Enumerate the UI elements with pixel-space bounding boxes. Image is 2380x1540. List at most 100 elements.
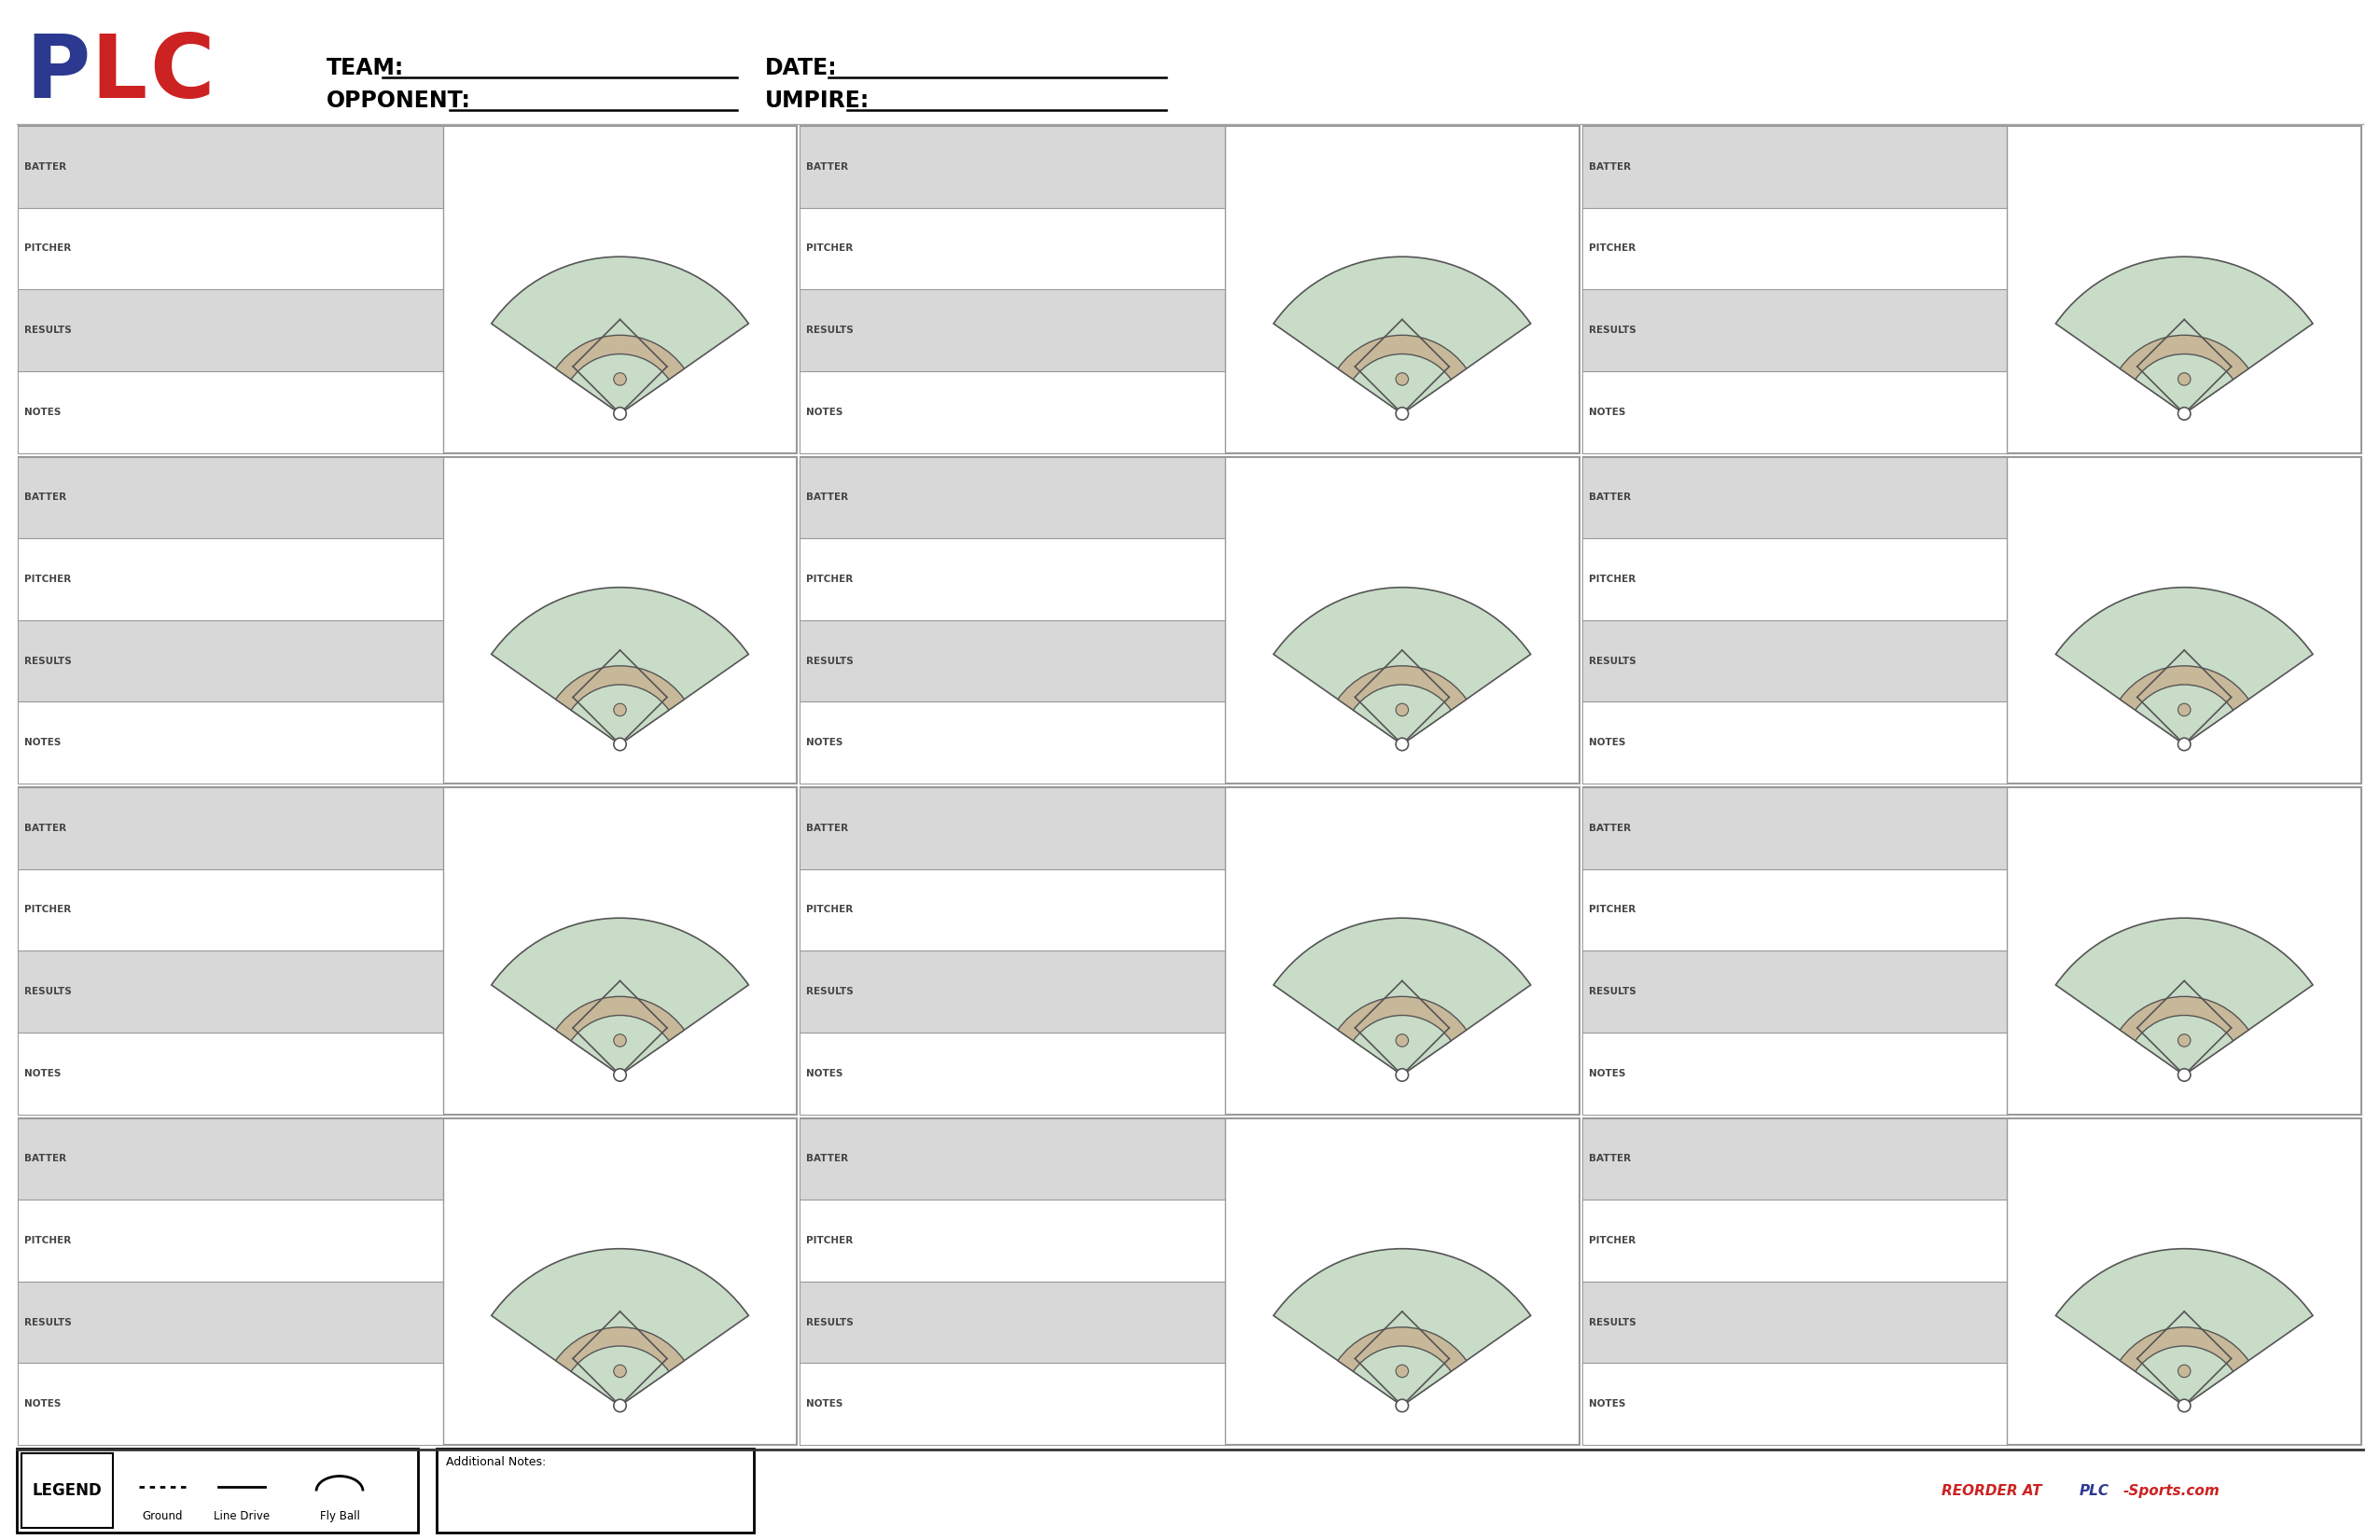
Bar [800, 126, 1226, 208]
Text: RESULTS: RESULTS [807, 1318, 854, 1327]
Text: UMPIRE:: UMPIRE: [764, 89, 869, 112]
Circle shape [614, 738, 626, 750]
Bar [19, 787, 443, 869]
Bar [19, 950, 443, 1032]
Text: PITCHER: PITCHER [24, 906, 71, 915]
Circle shape [1395, 373, 1409, 385]
Wedge shape [571, 354, 669, 414]
Wedge shape [2056, 1249, 2313, 1406]
Bar [1583, 1363, 2006, 1445]
Wedge shape [2056, 918, 2313, 1075]
Bar [1583, 208, 2006, 290]
Text: PITCHER: PITCHER [24, 1237, 71, 1246]
Bar [800, 1281, 1226, 1363]
Bar [19, 290, 443, 371]
Text: BATTER: BATTER [24, 162, 67, 171]
Text: BATTER: BATTER [24, 493, 67, 502]
Bar [19, 787, 797, 1115]
Text: NOTES: NOTES [24, 1069, 62, 1078]
Bar [800, 456, 1226, 539]
Bar [800, 1200, 1226, 1281]
Text: PLC: PLC [2080, 1483, 2109, 1497]
Bar [19, 1200, 443, 1281]
Circle shape [614, 1364, 626, 1377]
Bar [436, 1449, 754, 1532]
Wedge shape [1273, 918, 1530, 1075]
Wedge shape [1273, 587, 1530, 744]
Text: PITCHER: PITCHER [24, 574, 71, 584]
Text: NOTES: NOTES [1587, 1069, 1626, 1078]
Bar [19, 1032, 443, 1115]
Circle shape [614, 1400, 626, 1412]
Bar [800, 126, 1580, 453]
Text: -Sports.com: -Sports.com [2123, 1483, 2221, 1497]
Bar [800, 702, 1226, 784]
Circle shape [1395, 1400, 1409, 1412]
Circle shape [1395, 1364, 1409, 1377]
Bar [1583, 539, 2006, 621]
Circle shape [1395, 738, 1409, 750]
Text: PITCHER: PITCHER [24, 243, 71, 253]
Circle shape [2178, 408, 2190, 420]
Bar [800, 208, 1226, 290]
Bar [800, 1118, 1580, 1445]
Circle shape [614, 373, 626, 385]
Wedge shape [2135, 1346, 2232, 1406]
Wedge shape [2056, 257, 2313, 414]
Text: NOTES: NOTES [24, 738, 62, 747]
Text: PITCHER: PITCHER [1587, 1237, 1635, 1246]
Wedge shape [1354, 1346, 1452, 1406]
Bar [1583, 1281, 2006, 1363]
Bar [1583, 1200, 2006, 1281]
Wedge shape [1273, 257, 1530, 414]
Wedge shape [1338, 665, 1466, 744]
Text: RESULTS: RESULTS [1587, 656, 1635, 665]
Wedge shape [2135, 685, 2232, 744]
Text: PITCHER: PITCHER [1587, 574, 1635, 584]
Wedge shape [2121, 1327, 2249, 1406]
Circle shape [1395, 408, 1409, 420]
Circle shape [614, 1069, 626, 1081]
Bar [1583, 702, 2006, 784]
Text: BATTER: BATTER [1587, 824, 1630, 833]
Text: BATTER: BATTER [807, 824, 850, 833]
Bar [19, 456, 443, 539]
Bar [1583, 290, 2006, 371]
Bar [1583, 126, 2361, 453]
Bar [19, 539, 443, 621]
Circle shape [2178, 373, 2190, 385]
Bar [1583, 456, 2361, 784]
Text: LEGEND: LEGEND [33, 1481, 102, 1498]
Bar [1583, 950, 2006, 1032]
Circle shape [1395, 1069, 1409, 1081]
Circle shape [2178, 1069, 2190, 1081]
Text: BATTER: BATTER [1587, 493, 1630, 502]
Text: BATTER: BATTER [807, 1153, 850, 1163]
Circle shape [2178, 1035, 2190, 1047]
Wedge shape [1354, 354, 1452, 414]
Circle shape [1395, 1035, 1409, 1047]
Bar [1583, 456, 2006, 539]
Bar [800, 787, 1580, 1115]
Bar [1583, 869, 2006, 950]
Text: NOTES: NOTES [1587, 738, 1626, 747]
Circle shape [2178, 1364, 2190, 1377]
Text: PITCHER: PITCHER [1587, 243, 1635, 253]
Bar [19, 1118, 443, 1200]
Bar [1583, 371, 2006, 453]
Wedge shape [2135, 354, 2232, 414]
Bar [800, 869, 1226, 950]
Text: RESULTS: RESULTS [24, 1318, 71, 1327]
Bar [800, 290, 1226, 371]
Bar [19, 869, 443, 950]
Text: NOTES: NOTES [807, 738, 843, 747]
Text: Fly Ball: Fly Ball [319, 1509, 359, 1522]
Circle shape [1395, 704, 1409, 716]
Bar [800, 539, 1226, 621]
Bar [21, 1454, 112, 1528]
Bar [19, 1281, 443, 1363]
Wedge shape [2135, 1015, 2232, 1075]
Wedge shape [490, 1249, 750, 1406]
Wedge shape [1354, 685, 1452, 744]
Text: NOTES: NOTES [807, 1069, 843, 1078]
